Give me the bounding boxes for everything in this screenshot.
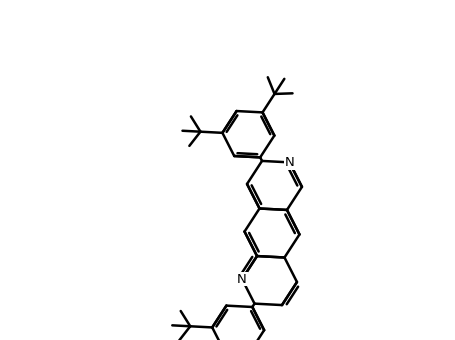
- Text: N: N: [284, 156, 293, 169]
- Text: N: N: [237, 273, 246, 286]
